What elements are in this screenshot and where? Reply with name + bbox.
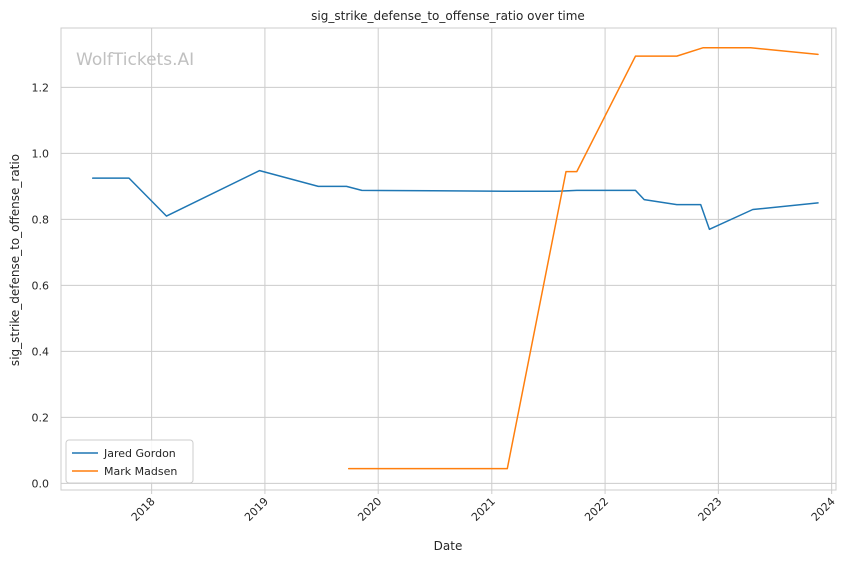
y-tick-label-0.6: 0.6 bbox=[32, 279, 50, 292]
x-tick-label-2021: 2021 bbox=[469, 495, 498, 524]
legend: Jared Gordon Mark Madsen bbox=[65, 439, 194, 484]
y-tick-label-0.4: 0.4 bbox=[32, 345, 50, 358]
series-line-mark-madsen bbox=[347, 47, 819, 470]
plot-area bbox=[60, 27, 837, 491]
y-axis-label: sig_strike_defense_to_offense_ratio bbox=[8, 154, 22, 366]
y-tick-label-0.0: 0.0 bbox=[32, 477, 50, 490]
y-tick-label-0.8: 0.8 bbox=[32, 213, 50, 226]
x-tick-label-2019: 2019 bbox=[242, 495, 271, 524]
series-lines bbox=[91, 47, 819, 470]
y-tick-label-0.2: 0.2 bbox=[32, 411, 50, 424]
series-line-jared-gordon bbox=[91, 169, 819, 231]
grid-lines bbox=[61, 28, 836, 494]
x-tick-label-2018: 2018 bbox=[129, 495, 158, 524]
watermark: WolfTickets.AI bbox=[76, 50, 194, 70]
x-tick-label-2020: 2020 bbox=[355, 495, 384, 524]
chart-title: sig_strike_defense_to_offense_ratio over… bbox=[311, 9, 585, 23]
legend-label-mark-madsen: Mark Madsen bbox=[104, 465, 177, 478]
x-tick-label-2022: 2022 bbox=[582, 495, 611, 524]
legend-label-jared-gordon: Jared Gordon bbox=[103, 447, 176, 460]
y-tick-label-1.2: 1.2 bbox=[32, 81, 50, 94]
y-tick-label-1.0: 1.0 bbox=[32, 147, 50, 160]
legend-frame bbox=[65, 439, 194, 484]
x-tick-label-2023: 2023 bbox=[695, 495, 724, 524]
x-tick-label-2024: 2024 bbox=[809, 495, 838, 524]
x-axis-label: Date bbox=[434, 539, 463, 553]
